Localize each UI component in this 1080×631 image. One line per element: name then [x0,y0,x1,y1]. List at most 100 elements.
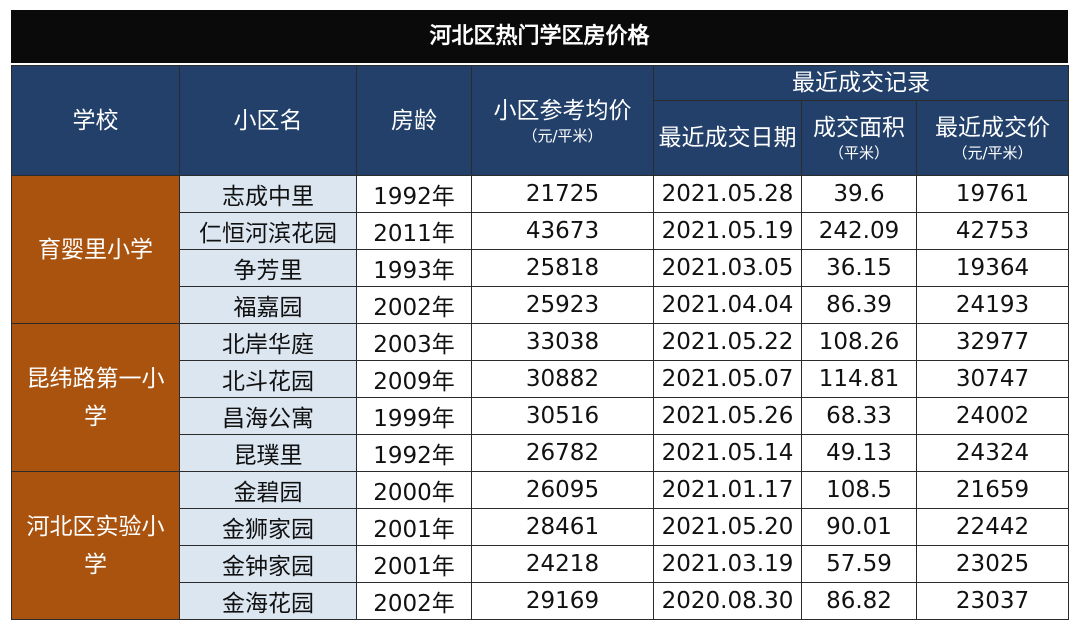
price: 42753 [955,218,1030,244]
community: 金狮家园 [222,517,314,543]
age: 2003年 [373,332,455,358]
area: 36.15 [826,255,892,281]
header-text: 小区名 [233,107,303,134]
area: 86.82 [826,588,892,614]
community-cell: 志成中里 [179,175,357,213]
school-name: 育婴里小学 [38,236,153,263]
age-cell: 2002年 [356,286,472,324]
area: 108.5 [826,477,892,503]
avg-price-cell: 28461 [471,508,654,546]
area-cell: 108.5 [801,471,917,509]
community-cell: 仁恒河滨花园 [179,212,357,250]
area-cell: 114.81 [801,360,917,398]
age-cell: 2000年 [356,471,472,509]
avg-price-cell: 25818 [471,249,654,287]
age: 2002年 [373,295,455,321]
date-cell: 2021.05.14 [653,434,802,472]
age: 1993年 [373,258,455,284]
price: 24324 [955,440,1030,466]
header-unit: （元/平米） [522,126,603,145]
price: 30747 [955,366,1030,392]
price: 21659 [955,477,1030,503]
date-cell: 2021.05.19 [653,212,802,250]
date: 2020.08.30 [661,588,794,614]
age-cell: 2003年 [356,323,472,361]
header-unit: （平米） [828,144,889,162]
price-cell: 24002 [915,397,1070,435]
price: 19761 [955,181,1030,207]
price: 24002 [955,403,1030,429]
price-cell: 19761 [915,175,1070,213]
date: 2021.01.17 [661,477,794,503]
community: 北岸华庭 [222,332,314,358]
date: 2021.04.04 [661,292,794,318]
header-text: 学校 [72,107,119,134]
area-cell: 108.26 [801,323,917,361]
header-cell: 最近成交日期 [653,100,802,176]
community-cell: 争芳里 [179,249,357,287]
avg-price-cell: 26095 [471,471,654,509]
header-text: 成交面积 [813,115,905,141]
header-cell: 成交面积 （平米） [801,100,917,176]
area: 114.81 [818,366,900,392]
area-cell: 242.09 [801,212,917,250]
school-name: 河北区实验小学 [26,513,165,578]
header-cell: 小区名 [179,65,357,176]
table-body: 育婴里小学 志成中里 1992年 21725 2021.05.28 39.6 19761 仁恒… [11,175,1070,620]
date: 2021.05.20 [661,514,794,540]
avg-price: 26782 [525,440,600,466]
header-cell: 最近成交价 （元/平米） [915,100,1070,176]
price-cell: 24324 [915,434,1070,472]
area-cell: 68.33 [801,397,917,435]
date: 2021.05.19 [661,218,794,244]
age: 2009年 [373,369,455,395]
date-cell: 2020.08.30 [653,582,802,620]
community-cell: 金狮家园 [179,508,357,546]
header-cell: 最近成交记录 [652,65,1070,101]
price-cell: 23025 [915,545,1070,583]
area: 68.33 [826,403,892,429]
age-cell: 1999年 [356,397,472,435]
area-cell: 36.15 [801,249,917,287]
date-cell: 2021.05.22 [653,323,802,361]
area-cell: 90.01 [801,508,917,546]
school-cell: 昆纬路第一小学 [11,323,180,472]
community: 金钟家园 [222,554,314,580]
area: 57.59 [826,551,892,577]
community-cell: 北斗花园 [179,360,357,398]
row: 金狮家园 2001年 28461 2021.05.20 90.01 22442 [12,508,1070,546]
price-table: 学校 小区名 房龄 小区参考均价 （元/平米） 最近成交记录 最近成交日期 成交面… [11,65,1070,620]
area-cell: 57.59 [801,545,917,583]
sheet: 河北区热门学区房价格 学校 小区名 房龄 小区参考均价 （元/平米） 最近成交记录… [11,10,1070,620]
age: 2000年 [373,480,455,506]
avg-price: 33038 [525,329,600,355]
community-cell: 金钟家园 [179,545,357,583]
age-cell: 2009年 [356,360,472,398]
age: 2011年 [373,221,455,247]
date: 2021.03.19 [661,551,794,577]
avg-price: 29169 [525,588,600,614]
price-cell: 32977 [915,323,1070,361]
community: 志成中里 [222,184,314,210]
date-cell: 2021.05.26 [653,397,802,435]
avg-price-cell: 24218 [471,545,654,583]
community-cell: 金碧园 [179,471,357,509]
price-cell: 19364 [915,249,1070,287]
community-cell: 北岸华庭 [179,323,357,361]
title: 河北区热门学区房价格 [11,10,1068,63]
age: 2001年 [373,517,455,543]
row: 金海花园 2002年 29169 2020.08.30 86.82 23037 [12,582,1070,620]
age: 2001年 [373,554,455,580]
community: 昆璞里 [233,443,303,469]
community: 福嘉园 [233,295,303,321]
avg-price-cell: 30516 [471,397,654,435]
date-cell: 2021.01.17 [653,471,802,509]
avg-price: 28461 [525,514,600,540]
school-cell: 育婴里小学 [11,175,180,324]
age-cell: 1993年 [356,249,472,287]
date: 2021.05.28 [661,181,794,207]
school-cell: 河北区实验小学 [11,471,180,620]
area: 39.6 [833,181,885,207]
area: 90.01 [826,514,892,540]
